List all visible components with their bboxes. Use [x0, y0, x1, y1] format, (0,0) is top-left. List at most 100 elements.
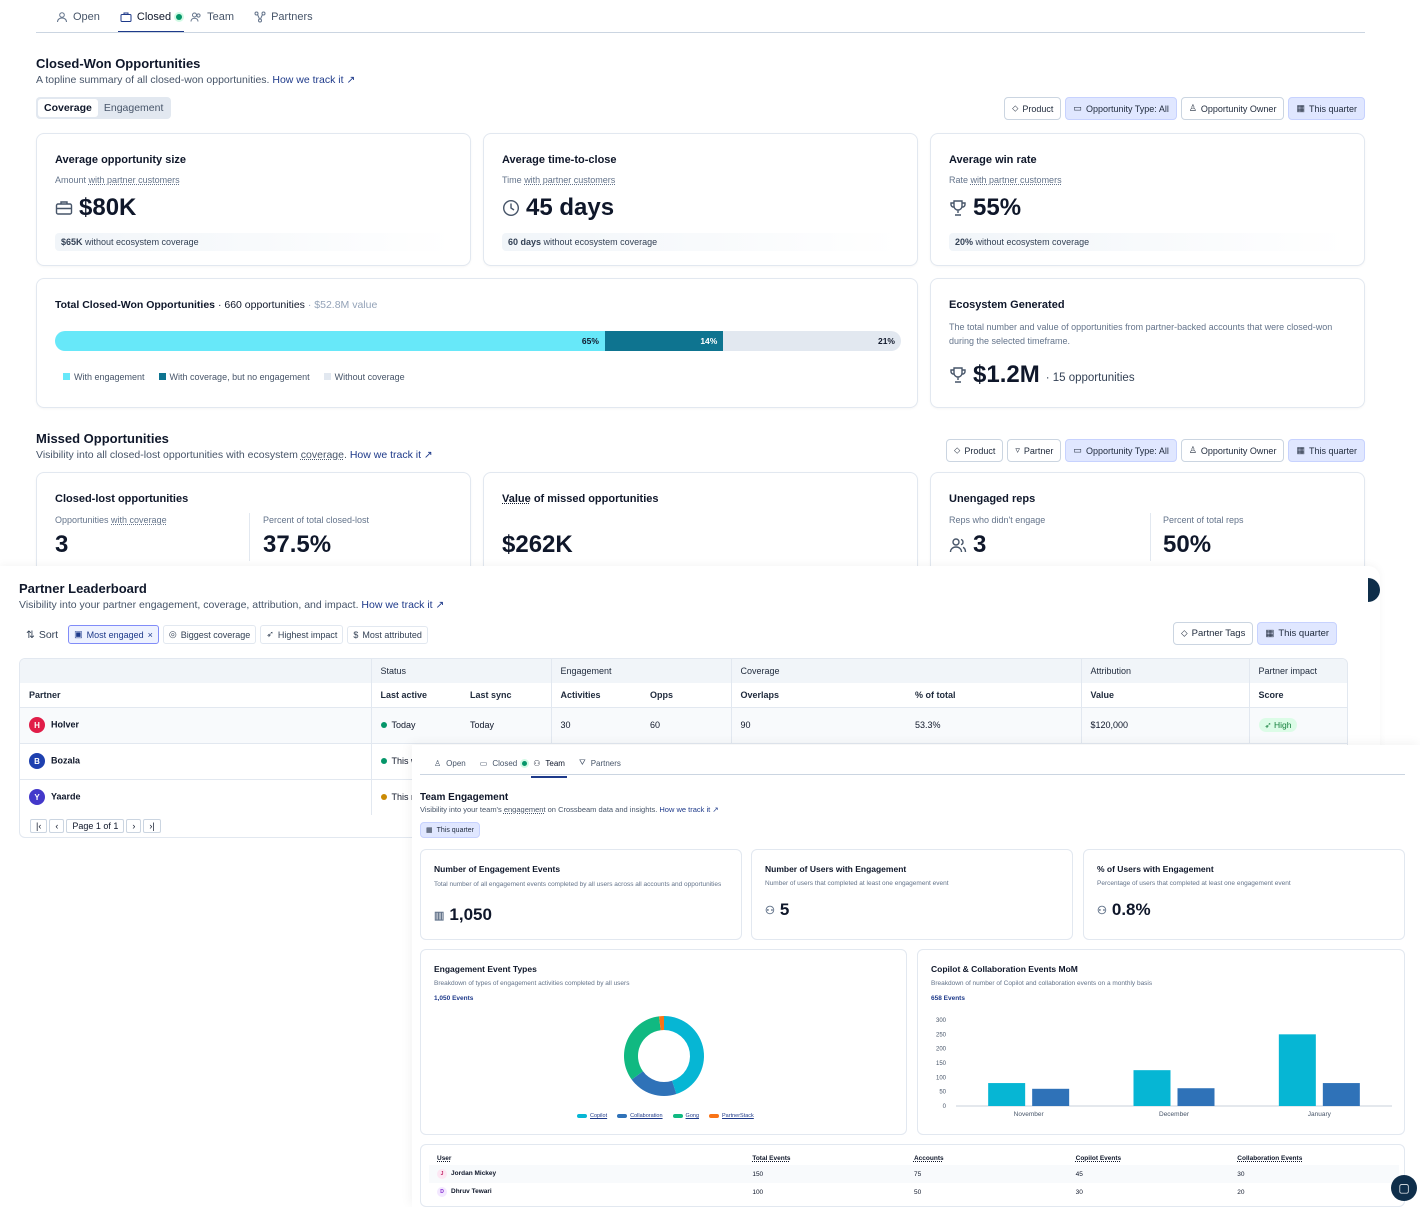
filter-date[interactable]: ▦ This quarter	[420, 822, 480, 838]
bar-copilot-november[interactable]	[988, 1083, 1026, 1106]
chat-icon[interactable]: ▢	[1391, 1175, 1417, 1201]
donut-slice-gong[interactable]	[624, 1016, 661, 1080]
tab-label: Closed	[492, 758, 518, 768]
filter-product[interactable]: ⬦ Product	[1004, 97, 1062, 120]
column-header[interactable]: Copilot Events	[1075, 1154, 1122, 1162]
table-row[interactable]: J Jordan Mickey 150 75 45 30	[429, 1165, 1399, 1183]
how-we-track-link[interactable]: How we track it ↗	[272, 74, 356, 86]
column-header[interactable]: User	[437, 1154, 452, 1162]
accounts: 50	[913, 1188, 922, 1196]
bar-copilot-january[interactable]	[1278, 1034, 1316, 1106]
filter-date[interactable]: ▦ This quarter	[1257, 622, 1338, 645]
column-header[interactable]: Last active	[370, 683, 461, 707]
bar-collaboration-december[interactable]	[1177, 1088, 1215, 1106]
how-we-track-link[interactable]: How we track it ↗	[361, 599, 445, 611]
column-header[interactable]: Score	[1248, 683, 1347, 707]
column-header[interactable]: Overlaps	[730, 683, 906, 707]
first-page-icon[interactable]: |‹	[30, 819, 48, 833]
bar-collaboration-january[interactable]	[1322, 1083, 1360, 1106]
briefcase-icon: ▭	[1073, 103, 1082, 113]
copilot-events: 45	[1075, 1170, 1083, 1178]
column-header[interactable]: Partner	[29, 689, 61, 700]
tab-closed[interactable]: Closed	[117, 7, 185, 33]
users-icon	[190, 12, 201, 22]
chip-highest-impact[interactable]: ➶ Highest impact	[260, 625, 344, 644]
chat-launcher-edge[interactable]	[1368, 578, 1380, 602]
tag-icon: ⬦	[1181, 628, 1188, 639]
prev-page-icon[interactable]: ‹	[49, 819, 65, 833]
opportunity-value: · $52.8M value	[307, 299, 378, 311]
card-title: % of Users with Engagement	[1097, 864, 1214, 874]
donut-slice-collaboration[interactable]	[631, 1071, 677, 1096]
filter-opportunity-owner[interactable]: ♙ Opportunity Owner	[1180, 97, 1285, 120]
bar-collaboration-november[interactable]	[1032, 1088, 1070, 1106]
column-header[interactable]: % of total	[915, 689, 956, 700]
toggle-coverage[interactable]: Coverage	[38, 99, 98, 117]
filter-opportunity-owner[interactable]: ♙ Opportunity Owner	[1180, 439, 1285, 462]
donut-slice-partnerstack[interactable]	[658, 1016, 664, 1031]
how-we-track-link[interactable]: How we track it ↗	[349, 449, 433, 461]
tab-open[interactable]: ♙ Open	[432, 755, 468, 772]
user-icon: ♙	[1188, 445, 1197, 455]
tab-open[interactable]: Open	[54, 7, 102, 27]
legend-item[interactable]: Gong	[672, 1113, 700, 1119]
event-total: 658 Events	[931, 995, 965, 1002]
column-header[interactable]: Opps	[650, 689, 674, 700]
legend-item[interactable]: PartnerStack	[709, 1113, 754, 1119]
filter-partner-tags[interactable]: ⬦ Partner Tags	[1173, 622, 1254, 645]
filter-partner[interactable]: ▿ Partner	[1007, 439, 1062, 462]
filter-date[interactable]: ▦ This quarter	[1288, 97, 1365, 120]
briefcase-icon: ▭	[1073, 445, 1082, 455]
tab-team[interactable]: Team	[188, 7, 236, 27]
filter-opportunity-type[interactable]: ▭ Opportunity Type: All	[1065, 97, 1177, 120]
tag-icon: ⬦	[1012, 103, 1019, 113]
tab-partners[interactable]: ⛛ Partners	[577, 754, 623, 772]
sort-button[interactable]: ⇅ Sort	[26, 629, 58, 641]
bar-copilot-december[interactable]	[1133, 1070, 1171, 1106]
filter-date[interactable]: ▦ This quarter	[1288, 439, 1365, 462]
filter-opportunity-type[interactable]: ▭ Opportunity Type: All	[1065, 439, 1177, 462]
tag-icon: ⬦	[954, 445, 961, 455]
user-cell: J Jordan Mickey	[429, 1165, 752, 1183]
legend-item[interactable]: Collaboration	[617, 1113, 663, 1119]
tab-label: Closed	[136, 11, 172, 23]
table-row[interactable]: H Holver Today Today 30 60 90 53.3% $120,…	[20, 707, 1347, 743]
unengaged-reps-card: Unengaged reps Reps who didn't engage 3 …	[930, 472, 1365, 582]
column-header[interactable]: Collaboration Events	[1237, 1154, 1303, 1162]
column-header[interactable]: Total Events	[752, 1154, 791, 1162]
next-page-icon[interactable]: ›	[126, 819, 142, 833]
toggle-engagement[interactable]: Engagement	[103, 102, 164, 114]
chip-most-attributed[interactable]: $ Most attributed	[347, 625, 428, 644]
group-header: Status	[370, 659, 551, 683]
tab-closed[interactable]: ▭ Closed	[478, 755, 529, 772]
foot-value: $65K	[61, 237, 83, 247]
filter-product[interactable]: ⬦ Product	[946, 439, 1004, 462]
card-title: Number of Engagement Events	[434, 864, 561, 874]
tab-partners[interactable]: Partners	[252, 7, 315, 27]
tab-team[interactable]: ⚇ Team	[531, 755, 567, 778]
column-header[interactable]: Value	[1080, 683, 1249, 707]
last-active-cell: Today	[370, 707, 461, 743]
event-types-card: Engagement Event Types Breakdown of type…	[420, 949, 907, 1135]
table-row[interactable]: D Dhruv Tewari 100 50 30 20	[429, 1183, 1399, 1201]
chip-most-engaged[interactable]: ▣ Most engaged ×	[68, 625, 159, 644]
status-dot	[522, 760, 528, 766]
opportunity-count: · 660 opportunities	[217, 299, 305, 311]
title-rest: of missed opportunities	[533, 493, 659, 505]
column-header[interactable]: Activities	[550, 683, 641, 707]
legend-item: With engagement	[63, 372, 145, 382]
tab-label: Open	[73, 11, 100, 23]
card-value: 50%	[1163, 531, 1212, 558]
how-we-track-link[interactable]: How we track it ↗	[659, 805, 719, 814]
last-page-icon[interactable]: ›|	[143, 819, 161, 833]
card-value: 55%	[949, 194, 1021, 222]
legend-item[interactable]: Copilot	[577, 1113, 607, 1119]
card-title: Unengaged reps	[949, 493, 1036, 505]
column-header[interactable]: Accounts	[913, 1154, 944, 1162]
column-header[interactable]: Last sync	[470, 689, 512, 700]
close-icon[interactable]: ×	[147, 629, 153, 640]
donut-slice-copilot[interactable]	[664, 1016, 704, 1095]
chip-biggest-coverage[interactable]: ◎ Biggest coverage	[162, 625, 257, 644]
legend-label: Gong	[685, 1113, 700, 1119]
briefcase-icon: ▭	[479, 758, 488, 768]
